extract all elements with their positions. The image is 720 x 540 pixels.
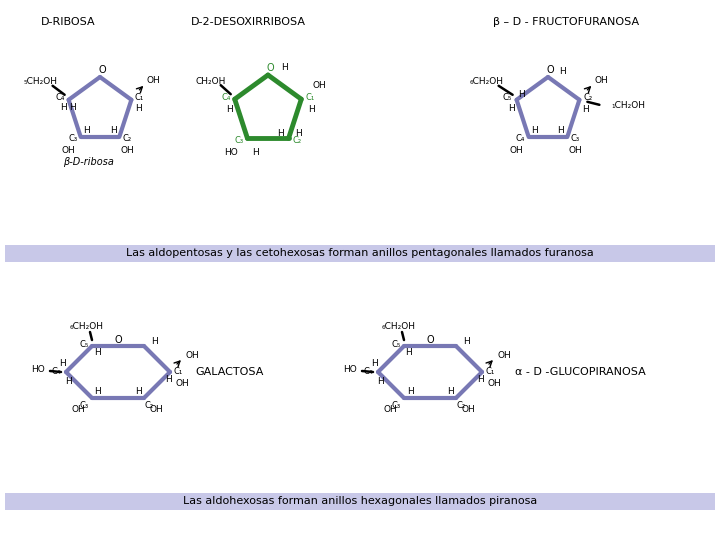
Text: H: H [110, 126, 117, 135]
Text: HO: HO [225, 148, 238, 157]
Text: β – D - FRUCTOFURANOSA: β – D - FRUCTOFURANOSA [493, 17, 639, 27]
Text: C₁: C₁ [306, 93, 315, 102]
Text: OH: OH [487, 380, 501, 388]
Text: D-RIBOSA: D-RIBOSA [41, 17, 95, 27]
Text: H: H [150, 336, 158, 346]
Text: C₂: C₂ [292, 136, 301, 145]
Text: OH: OH [120, 146, 134, 155]
Text: C₅: C₅ [392, 340, 400, 348]
Text: H: H [407, 388, 413, 396]
Text: O: O [114, 335, 122, 345]
Text: H: H [463, 336, 469, 346]
Text: H: H [518, 90, 525, 99]
Text: O: O [98, 65, 106, 75]
Text: H: H [557, 126, 564, 135]
Text: H: H [372, 359, 379, 368]
Text: H: H [165, 375, 171, 384]
Text: ₅CH₂OH: ₅CH₂OH [24, 77, 58, 86]
Text: H: H [477, 375, 483, 384]
Text: H: H [277, 129, 284, 138]
Text: H: H [252, 148, 258, 157]
Text: C₁: C₁ [485, 368, 495, 376]
Text: OH: OH [595, 76, 608, 85]
Text: H: H [295, 129, 302, 138]
Text: OH: OH [461, 406, 475, 415]
Text: C₅: C₅ [503, 93, 512, 102]
Text: OH: OH [175, 380, 189, 388]
Text: C₃: C₃ [571, 134, 580, 143]
Text: GALACTOSA: GALACTOSA [196, 367, 264, 377]
Text: H: H [531, 126, 538, 135]
Text: C₂: C₂ [123, 134, 132, 143]
Text: OH: OH [185, 350, 199, 360]
Text: H: H [281, 63, 287, 71]
Text: H: H [582, 105, 589, 114]
Text: OH: OH [71, 406, 85, 415]
Text: OH: OH [146, 76, 161, 85]
Text: C₂: C₂ [456, 401, 466, 410]
Text: H: H [508, 104, 515, 113]
Text: ₆CH₂OH: ₆CH₂OH [469, 77, 503, 86]
Text: CH₂OH: CH₂OH [196, 77, 226, 86]
Text: O: O [426, 335, 434, 345]
Text: C₃: C₃ [68, 134, 77, 143]
Text: H: H [448, 388, 454, 396]
Text: C₂: C₂ [145, 401, 153, 410]
Bar [5, 493, 715, 510]
Text: H: H [60, 103, 67, 112]
Text: C₃: C₃ [235, 136, 244, 145]
Text: Las aldohexosas forman anillos hexagonales llamados piranosa: Las aldohexosas forman anillos hexagonal… [183, 496, 537, 507]
Text: C₃: C₃ [392, 401, 400, 410]
Text: OH: OH [510, 146, 523, 155]
Text: H: H [94, 348, 100, 356]
Text: H: H [135, 104, 142, 113]
Text: H: H [84, 126, 90, 135]
Text: C₄: C₄ [221, 93, 230, 102]
Text: ₁CH₂OH: ₁CH₂OH [611, 102, 645, 110]
Text: α - D -GLUCOPIRANOSA: α - D -GLUCOPIRANOSA [515, 367, 645, 377]
Text: C₄: C₄ [51, 368, 60, 376]
Text: O: O [546, 65, 554, 75]
Text: H: H [66, 376, 73, 386]
Text: C₄: C₄ [364, 368, 373, 376]
Text: OH: OH [383, 406, 397, 415]
Text: OH: OH [569, 146, 582, 155]
Text: C₁: C₁ [135, 93, 144, 102]
Text: H: H [405, 348, 413, 356]
Text: C₄: C₄ [516, 134, 526, 143]
Text: C₄: C₄ [56, 93, 66, 102]
Text: H: H [308, 105, 315, 114]
Text: H: H [559, 68, 565, 77]
Text: β-D-ribosa: β-D-ribosa [63, 157, 114, 167]
Text: OH: OH [312, 80, 326, 90]
Text: H: H [69, 103, 76, 112]
Text: HO: HO [31, 366, 45, 375]
Text: H: H [226, 105, 233, 114]
Text: C₅: C₅ [79, 340, 89, 348]
Text: OH: OH [62, 146, 76, 155]
Text: ₆CH₂OH: ₆CH₂OH [382, 321, 416, 330]
Text: D-2-DESOXIRRIBOSA: D-2-DESOXIRRIBOSA [191, 17, 305, 27]
Text: ₆CH₂OH: ₆CH₂OH [70, 321, 104, 330]
Text: Las aldopentosas y las cetohexosas forman anillos pentagonales llamados furanosa: Las aldopentosas y las cetohexosas forma… [126, 248, 594, 259]
Text: HO: HO [343, 366, 357, 375]
Bar [5, 245, 715, 262]
Text: C₃: C₃ [79, 401, 89, 410]
Text: H: H [94, 388, 102, 396]
Text: OH: OH [149, 406, 163, 415]
Text: C₁: C₁ [174, 368, 183, 376]
Text: O: O [266, 63, 274, 73]
Text: H: H [135, 388, 143, 396]
Text: H: H [60, 359, 66, 368]
Text: C₂: C₂ [584, 93, 593, 102]
Text: H: H [377, 376, 384, 386]
Text: OH: OH [497, 350, 511, 360]
